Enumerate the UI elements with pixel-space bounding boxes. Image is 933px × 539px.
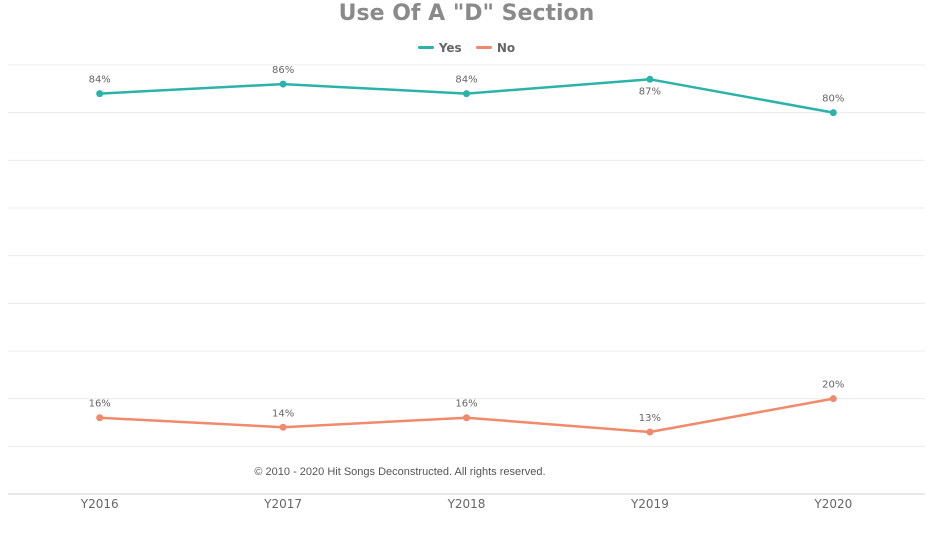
data-label: 14% <box>272 408 294 419</box>
data-point[interactable] <box>646 75 654 83</box>
data-point[interactable] <box>829 109 837 117</box>
data-point[interactable] <box>279 80 287 88</box>
x-tick-label: Y2020 <box>813 497 852 511</box>
data-label: 80% <box>822 94 844 105</box>
data-label: 16% <box>455 399 477 410</box>
chart-title: Use Of A "D" Section <box>338 1 595 26</box>
series-yes: 84% 86% 84% 87% 80% <box>89 65 844 117</box>
data-point[interactable] <box>646 428 654 436</box>
series-no: 16% 14% 16% 13% 20% <box>89 380 844 436</box>
x-tick-label: Y2016 <box>80 497 119 511</box>
data-point[interactable] <box>463 414 470 422</box>
data-point[interactable] <box>96 414 104 422</box>
grid-lines <box>8 64 925 495</box>
copyright-annotation: © 2010 - 2020 Hit Songs Deconstructed. A… <box>254 466 545 478</box>
data-label: 84% <box>89 75 111 86</box>
data-point[interactable] <box>829 395 837 403</box>
data-label: 13% <box>639 413 661 424</box>
data-label: 16% <box>89 399 111 410</box>
legend-item-yes[interactable]: Yes <box>417 40 462 55</box>
x-tick-label: Y2018 <box>447 497 486 511</box>
legend: Yes No <box>0 38 933 55</box>
x-tick-label: Y2017 <box>263 497 302 511</box>
x-tick-label: Y2019 <box>630 497 669 511</box>
legend-label-yes: Yes <box>438 40 462 55</box>
data-point[interactable] <box>279 423 287 431</box>
data-label: 86% <box>272 65 294 76</box>
series-layer: 84% 86% 84% 87% 80% 16% 14% 16% 13% 20% <box>89 65 844 436</box>
data-label: 84% <box>455 75 477 86</box>
legend-label-no: No <box>496 40 516 55</box>
data-point[interactable] <box>463 90 470 98</box>
x-axis: Y2016 Y2017 Y2018 Y2019 Y2020 <box>80 497 852 511</box>
legend-swatch-yes <box>417 46 434 49</box>
legend-swatch-no <box>475 46 492 49</box>
data-point[interactable] <box>96 90 104 98</box>
data-label: 20% <box>822 380 844 391</box>
legend-item-no[interactable]: No <box>475 40 516 55</box>
data-label: 87% <box>639 86 661 97</box>
